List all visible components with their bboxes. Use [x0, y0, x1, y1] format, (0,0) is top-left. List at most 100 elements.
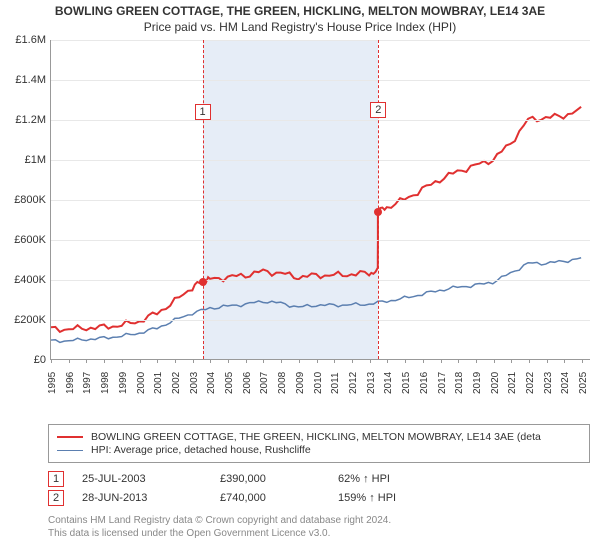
y-axis-label: £200K — [14, 314, 46, 326]
sale-marker-dot — [199, 278, 207, 286]
x-tick — [405, 359, 406, 363]
series-property — [51, 107, 581, 332]
x-axis-label: 2016 — [419, 372, 430, 394]
x-tick — [423, 359, 424, 363]
x-tick — [193, 359, 194, 363]
gridline — [51, 200, 590, 201]
x-axis-label: 2014 — [383, 372, 394, 394]
x-tick — [140, 359, 141, 363]
gridline — [51, 80, 590, 81]
chart-area: 1995199619971998199920002001200220032004… — [6, 40, 596, 390]
x-tick — [511, 359, 512, 363]
y-axis-label: £600K — [14, 234, 46, 246]
gridline — [51, 280, 590, 281]
chart-subtitle: Price paid vs. HM Land Registry's House … — [0, 20, 600, 34]
plot-area: 1995199619971998199920002001200220032004… — [50, 40, 590, 360]
x-tick — [299, 359, 300, 363]
legend-swatch — [57, 436, 83, 438]
x-axis-label: 2019 — [472, 372, 483, 394]
x-tick — [228, 359, 229, 363]
sale-number: 1 — [48, 471, 64, 487]
gridline — [51, 320, 590, 321]
x-axis-label: 2004 — [206, 372, 217, 394]
gridline — [51, 240, 590, 241]
x-axis-label: 2010 — [313, 372, 324, 394]
x-tick — [370, 359, 371, 363]
attribution-line: This data is licensed under the Open Gov… — [48, 527, 590, 540]
x-axis-label: 1999 — [118, 372, 129, 394]
x-tick — [210, 359, 211, 363]
gridline — [51, 40, 590, 41]
x-axis-label: 2023 — [543, 372, 554, 394]
x-axis-label: 2022 — [525, 372, 536, 394]
x-axis-label: 2008 — [277, 372, 288, 394]
x-axis-label: 2002 — [171, 372, 182, 394]
x-axis-label: 2013 — [366, 372, 377, 394]
x-axis-label: 2005 — [224, 372, 235, 394]
x-axis-label: 2024 — [560, 372, 571, 394]
x-tick — [441, 359, 442, 363]
sales-table: 125-JUL-2003£390,00062% ↑ HPI228-JUN-201… — [48, 471, 590, 506]
y-axis-label: £1.2M — [15, 114, 46, 126]
sale-number: 2 — [48, 490, 64, 506]
chart-container: BOWLING GREEN COTTAGE, THE GREEN, HICKLI… — [0, 0, 600, 540]
x-tick — [352, 359, 353, 363]
legend-swatch — [57, 450, 83, 451]
x-axis-label: 2000 — [136, 372, 147, 394]
sale-price: £740,000 — [220, 492, 320, 504]
x-axis-label: 2020 — [490, 372, 501, 394]
x-tick — [529, 359, 530, 363]
sale-row: 228-JUN-2013£740,000159% ↑ HPI — [48, 490, 590, 506]
attribution: Contains HM Land Registry data © Crown c… — [48, 514, 590, 540]
x-axis-label: 2021 — [507, 372, 518, 394]
x-tick — [458, 359, 459, 363]
x-axis-label: 2018 — [454, 372, 465, 394]
sale-marker-line — [378, 40, 379, 359]
x-tick — [494, 359, 495, 363]
x-tick — [122, 359, 123, 363]
legend-item: BOWLING GREEN COTTAGE, THE GREEN, HICKLI… — [57, 431, 581, 443]
x-tick — [175, 359, 176, 363]
x-tick — [547, 359, 548, 363]
x-tick — [582, 359, 583, 363]
x-axis-label: 1997 — [82, 372, 93, 394]
sale-row: 125-JUL-2003£390,00062% ↑ HPI — [48, 471, 590, 487]
x-axis-label: 2025 — [578, 372, 589, 394]
gridline — [51, 120, 590, 121]
legend-label: BOWLING GREEN COTTAGE, THE GREEN, HICKLI… — [91, 431, 541, 443]
sale-date: 25-JUL-2003 — [82, 473, 202, 485]
x-axis-label: 2017 — [437, 372, 448, 394]
x-axis-label: 2003 — [189, 372, 200, 394]
y-axis-label: £1M — [25, 154, 46, 166]
y-axis-label: £800K — [14, 194, 46, 206]
x-axis-label: 2011 — [330, 372, 341, 394]
x-tick — [104, 359, 105, 363]
attribution-line: Contains HM Land Registry data © Crown c… — [48, 514, 590, 527]
sale-marker-label: 2 — [370, 102, 386, 118]
x-tick — [263, 359, 264, 363]
x-tick — [564, 359, 565, 363]
x-tick — [157, 359, 158, 363]
sale-marker-label: 1 — [195, 104, 211, 120]
x-axis-label: 2012 — [348, 372, 359, 394]
x-axis-label: 2009 — [295, 372, 306, 394]
x-tick — [246, 359, 247, 363]
x-axis-label: 2006 — [242, 372, 253, 394]
y-axis-label: £1.4M — [15, 74, 46, 86]
legend: BOWLING GREEN COTTAGE, THE GREEN, HICKLI… — [48, 424, 590, 463]
sale-delta: 159% ↑ HPI — [338, 492, 396, 504]
x-tick — [86, 359, 87, 363]
legend-item: HPI: Average price, detached house, Rush… — [57, 444, 581, 456]
x-axis-label: 1996 — [65, 372, 76, 394]
sale-marker-dot — [374, 208, 382, 216]
y-axis-label: £400K — [14, 274, 46, 286]
x-tick — [51, 359, 52, 363]
x-axis-label: 1995 — [47, 372, 58, 394]
x-tick — [387, 359, 388, 363]
sale-price: £390,000 — [220, 473, 320, 485]
x-tick — [69, 359, 70, 363]
x-axis-label: 1998 — [100, 372, 111, 394]
series-hpi — [51, 258, 581, 343]
legend-label: HPI: Average price, detached house, Rush… — [91, 444, 311, 456]
x-tick — [317, 359, 318, 363]
